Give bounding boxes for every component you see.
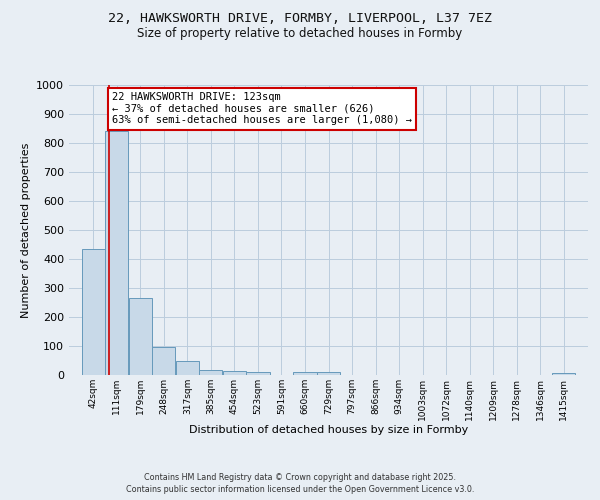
Y-axis label: Number of detached properties: Number of detached properties <box>20 142 31 318</box>
Bar <box>105 132 128 375</box>
Bar <box>552 372 575 375</box>
Bar <box>152 348 175 375</box>
Text: Size of property relative to detached houses in Formby: Size of property relative to detached ho… <box>137 28 463 40</box>
Bar <box>176 362 199 375</box>
Text: Contains HM Land Registry data © Crown copyright and database right 2025.: Contains HM Land Registry data © Crown c… <box>144 472 456 482</box>
Bar <box>293 372 317 375</box>
Bar <box>128 298 152 375</box>
Bar <box>247 372 269 375</box>
Text: Contains public sector information licensed under the Open Government Licence v3: Contains public sector information licen… <box>126 485 474 494</box>
X-axis label: Distribution of detached houses by size in Formby: Distribution of detached houses by size … <box>189 426 468 436</box>
Bar <box>199 370 223 375</box>
Text: 22, HAWKSWORTH DRIVE, FORMBY, LIVERPOOL, L37 7EZ: 22, HAWKSWORTH DRIVE, FORMBY, LIVERPOOL,… <box>108 12 492 26</box>
Text: 22 HAWKSWORTH DRIVE: 123sqm
← 37% of detached houses are smaller (626)
63% of se: 22 HAWKSWORTH DRIVE: 123sqm ← 37% of det… <box>112 92 412 126</box>
Bar <box>317 372 340 375</box>
Bar <box>82 249 105 375</box>
Bar <box>223 370 246 375</box>
